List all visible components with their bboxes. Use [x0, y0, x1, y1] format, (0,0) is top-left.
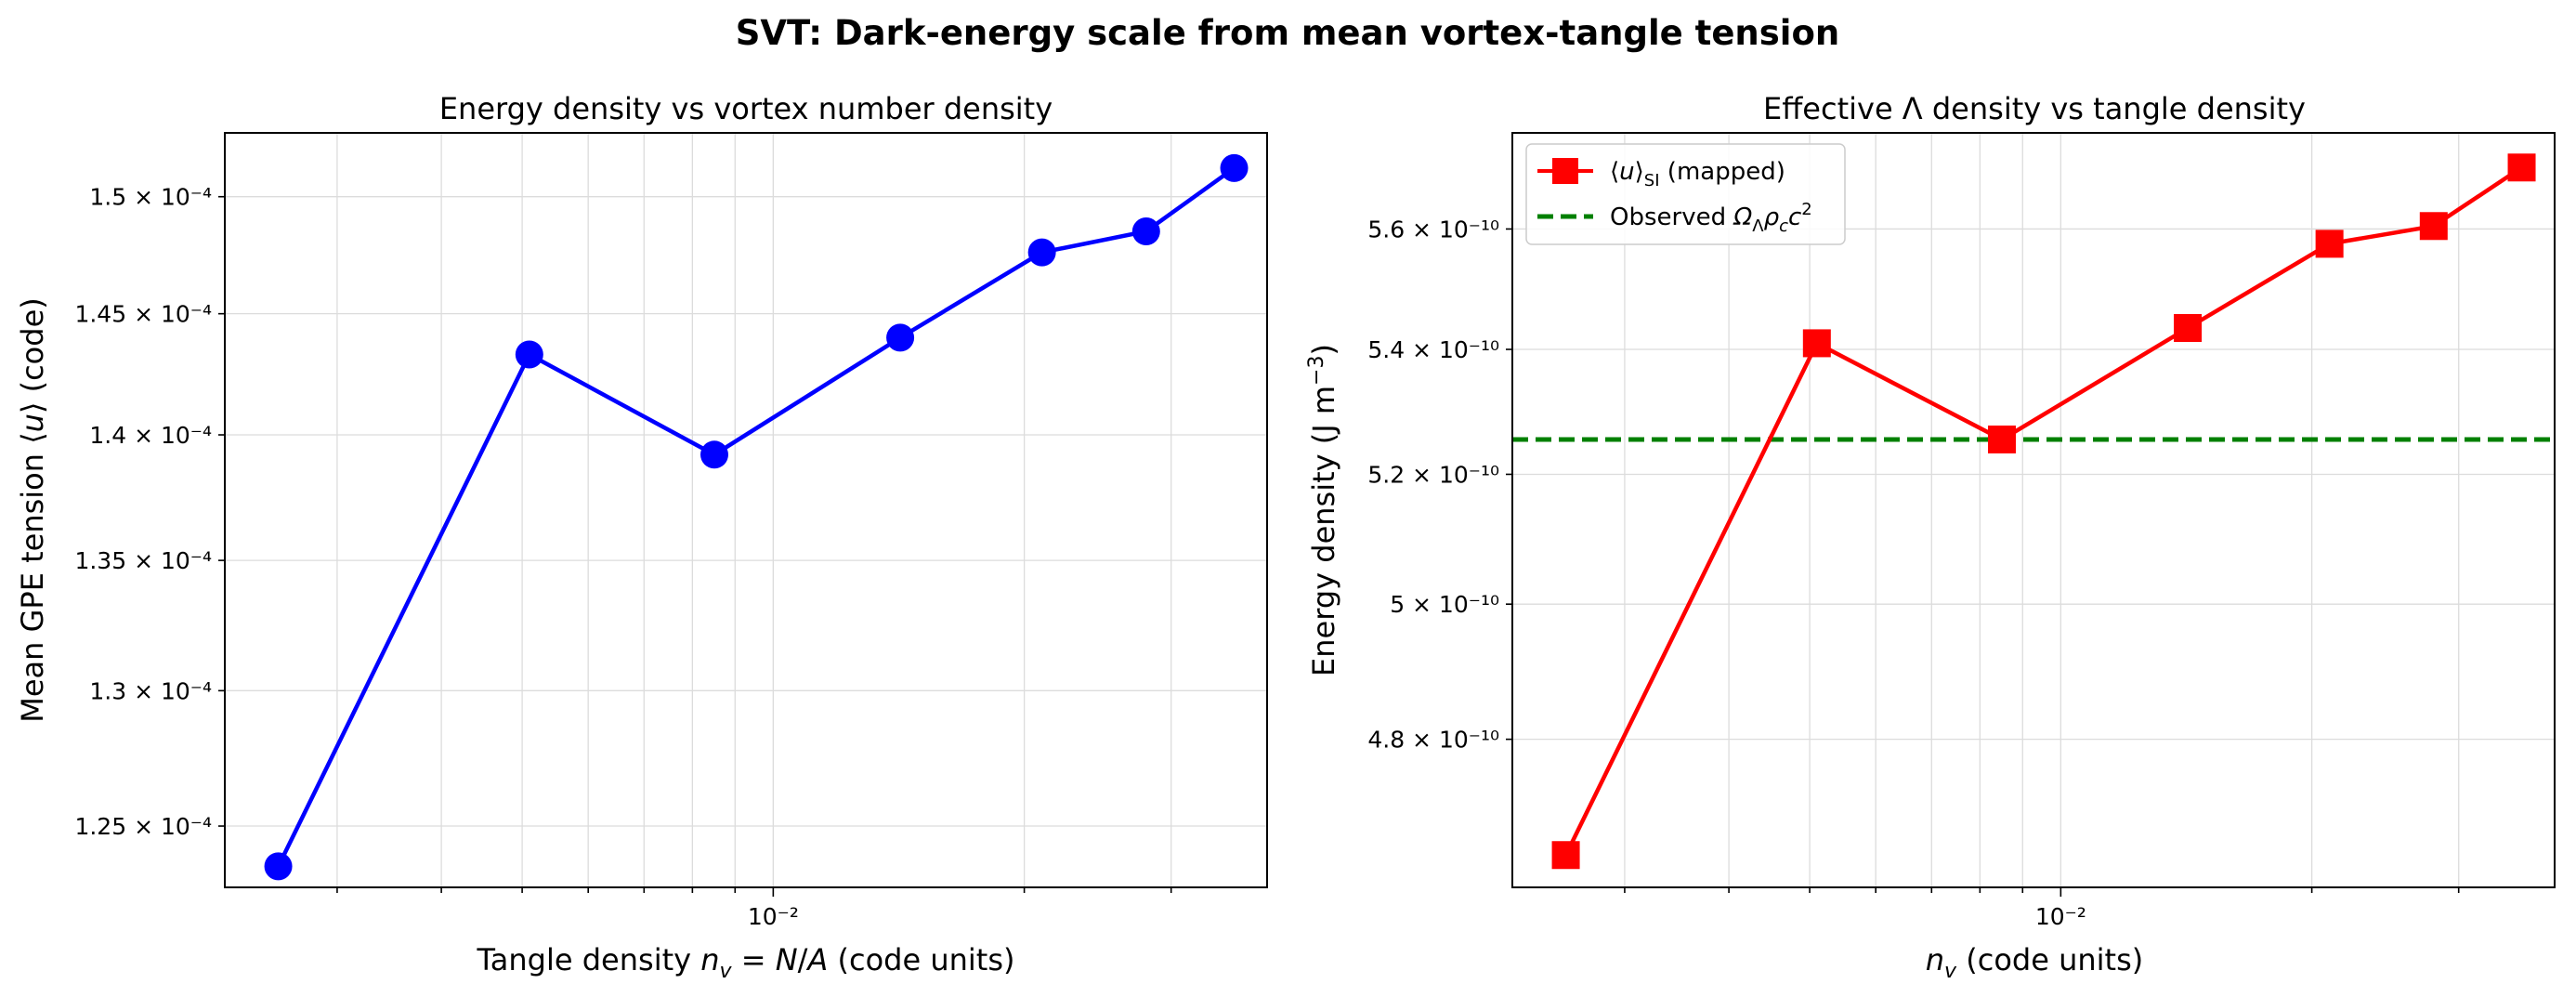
left-data-point — [264, 852, 293, 881]
right-data-point — [1987, 425, 2016, 453]
left-data-point — [1131, 217, 1160, 246]
left-data-point — [700, 440, 728, 469]
left-plot-title: Energy density vs vortex number density — [439, 91, 1053, 126]
right-data-point — [1551, 841, 1580, 870]
right-y-axis-label: Energy density (J m−3) — [1305, 344, 1341, 676]
left-data-point — [1220, 153, 1249, 182]
left-y-tick-label: 1.4 × 10⁻⁴ — [89, 422, 212, 449]
left-x-tick-label: 10⁻² — [748, 903, 799, 930]
right-y-tick-label: 5.4 × 10⁻¹⁰ — [1367, 336, 1499, 363]
right-x-axis-label: nv (code units) — [1926, 942, 2143, 983]
left-plot-frame — [224, 132, 1268, 888]
left-y-axis-label: Mean GPE tension ⟨u⟩ (code) — [15, 297, 50, 723]
left-series — [264, 153, 1249, 881]
right-grid — [1512, 133, 2555, 887]
right-data-point — [2174, 313, 2203, 342]
right-data-point — [2419, 212, 2448, 241]
right-plot-title: Effective Λ density vs tangle density — [1763, 91, 2306, 126]
legend-observed-label: Observed ΩΛρcc2 — [1610, 200, 1812, 236]
right-data-point — [1802, 329, 1831, 358]
right-data-point — [2315, 230, 2344, 258]
right-legend: ⟨u⟩SI (mapped) Observed ΩΛρcc2 — [1525, 143, 1846, 245]
left-x-axis-label: Tangle density nv = N/A (code units) — [477, 942, 1015, 983]
left-y-tick-label: 1.3 × 10⁻⁴ — [89, 677, 212, 704]
legend-series-marker — [1552, 158, 1578, 184]
left-y-tick-label: 1.45 × 10⁻⁴ — [74, 301, 212, 328]
right-series — [1551, 153, 2536, 870]
right-ticks: 10⁻² 4.8 × 10⁻¹⁰ 5 × 10⁻¹⁰ 5.2 × 10⁻¹⁰ 5.4 ×… — [1367, 216, 2460, 930]
right-y-tick-label: 5.6 × 10⁻¹⁰ — [1367, 216, 1499, 243]
left-data-point — [886, 323, 915, 352]
left-data-point — [515, 340, 543, 369]
left-y-tick-label: 1.5 × 10⁻⁴ — [89, 184, 212, 211]
legend-series-label: ⟨u⟩SI (mapped) — [1610, 158, 1785, 190]
right-y-tick-label: 4.8 × 10⁻¹⁰ — [1367, 727, 1499, 754]
left-plot: Energy density vs vortex number density … — [15, 91, 1268, 983]
left-y-tick-label: 1.35 × 10⁻⁴ — [74, 547, 212, 574]
right-plot-background — [1512, 133, 2555, 887]
right-y-tick-label: 5 × 10⁻¹⁰ — [1390, 591, 1499, 618]
figure-title: SVT: Dark-energy scale from mean vortex-… — [736, 13, 1839, 53]
right-x-tick-label: 10⁻² — [2035, 903, 2086, 930]
left-data-point — [1027, 238, 1056, 267]
left-y-tick-label: 1.25 × 10⁻⁴ — [74, 813, 212, 840]
right-plot: Effective Λ density vs tangle density 10… — [1305, 91, 2556, 983]
legend-box — [1525, 143, 1846, 245]
right-plot-frame — [1511, 132, 2556, 888]
right-data-point — [2507, 153, 2536, 182]
right-y-tick-label: 5.2 × 10⁻¹⁰ — [1367, 461, 1499, 488]
left-plot-background — [225, 133, 1267, 887]
left-ticks: 10⁻² 1.25 × 10⁻⁴ 1.3 × 10⁻⁴ 1.35 × 10⁻⁴ 1.4 … — [74, 184, 1172, 930]
